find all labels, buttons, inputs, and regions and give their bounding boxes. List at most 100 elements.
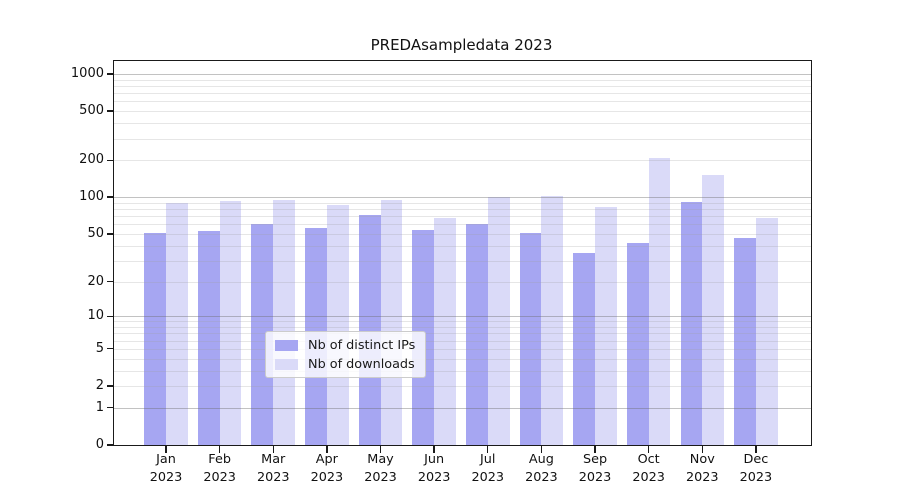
bar-downloads bbox=[166, 202, 188, 445]
y-axis-tick bbox=[107, 348, 114, 350]
gridline-minor bbox=[114, 216, 811, 218]
x-axis-tick bbox=[326, 445, 328, 453]
gridline-minor bbox=[114, 202, 811, 204]
x-axis-tick bbox=[165, 445, 167, 453]
x-label-year: 2023 bbox=[471, 470, 505, 485]
bar-distinct-ips bbox=[519, 232, 542, 445]
bar-downloads bbox=[487, 196, 510, 445]
y-axis-tick-label: 2 bbox=[95, 378, 104, 393]
y-axis-tick bbox=[107, 280, 114, 283]
y-axis-tick-label: 200 bbox=[79, 152, 104, 168]
x-label-year: 2023 bbox=[578, 470, 612, 485]
gridline-minor bbox=[114, 93, 811, 95]
bar-distinct-ips bbox=[144, 232, 166, 445]
x-axis-tick bbox=[540, 445, 543, 453]
y-axis-tick-label: 1000 bbox=[70, 66, 104, 82]
y-axis-tick-label: 50 bbox=[87, 225, 104, 241]
legend-item: Nb of distinct IPs bbox=[275, 337, 415, 353]
gridline-minor bbox=[114, 281, 811, 283]
y-axis-tick bbox=[107, 315, 114, 317]
x-axis-tick-label: Jun 2023 bbox=[404, 451, 464, 487]
bar-distinct-ips bbox=[465, 224, 488, 445]
x-label-month: Apr bbox=[315, 452, 338, 467]
x-axis-tick-label: Mar 2023 bbox=[243, 451, 303, 487]
legend: Nb of distinct IPs Nb of downloads bbox=[265, 331, 427, 378]
y-axis-tick-label: 500 bbox=[79, 103, 104, 119]
gridline-minor bbox=[114, 160, 811, 162]
y-axis-tick bbox=[107, 444, 114, 446]
gridline-major bbox=[114, 316, 811, 318]
gridline-minor bbox=[114, 86, 811, 87]
bar-downloads bbox=[595, 207, 617, 445]
y-axis-tick-label: 100 bbox=[79, 189, 104, 205]
x-axis-tick-label: Oct 2023 bbox=[619, 451, 679, 487]
gridline-minor bbox=[114, 209, 811, 211]
y-axis-tick bbox=[107, 196, 114, 198]
x-axis-tick bbox=[755, 445, 757, 453]
x-axis-tick-label: Jul 2023 bbox=[458, 451, 518, 487]
legend-swatch-distinct-ips bbox=[275, 339, 298, 351]
gridline-minor bbox=[114, 327, 811, 329]
y-axis-tick bbox=[107, 73, 114, 75]
y-axis-tick-label: 0 bbox=[95, 437, 104, 452]
gridline-minor bbox=[114, 101, 811, 103]
bar-downloads bbox=[380, 199, 403, 445]
legend-swatch-downloads bbox=[275, 358, 298, 370]
gridline-minor bbox=[114, 123, 811, 125]
x-label-year: 2023 bbox=[256, 470, 290, 485]
y-axis-tick bbox=[107, 407, 114, 409]
x-label-year: 2023 bbox=[525, 470, 558, 485]
bar-distinct-ips bbox=[734, 238, 756, 445]
x-label-month: Mar bbox=[261, 452, 286, 467]
gridline-minor bbox=[114, 245, 811, 247]
legend-label: Nb of distinct IPs bbox=[308, 337, 416, 353]
gridline-minor bbox=[114, 370, 811, 372]
gridline-minor bbox=[114, 233, 811, 235]
gridline-minor bbox=[114, 333, 811, 335]
x-axis-tick-label: May 2023 bbox=[351, 451, 411, 487]
plot-area: 1000 500 200 100 50 20 10 5 2 1 0 Jan 2023 Feb 2023 Mar… bbox=[71, 60, 812, 485]
gridline-minor bbox=[114, 111, 811, 113]
x-label-month: Sep bbox=[582, 452, 608, 467]
chart-title: PREDAsampledata 2023 bbox=[370, 36, 553, 54]
gridline-minor bbox=[114, 224, 811, 226]
gridline-minor bbox=[114, 321, 811, 323]
y-axis-tick-label: 1 bbox=[95, 399, 104, 415]
gridline-major bbox=[114, 74, 811, 76]
x-label-month: Aug bbox=[528, 452, 554, 467]
x-label-month: Feb bbox=[208, 452, 231, 467]
x-label-year: 2023 bbox=[364, 470, 397, 485]
x-axis-tick-label: Sep 2023 bbox=[565, 451, 625, 487]
y-axis-tick bbox=[107, 159, 114, 161]
x-label-year: 2023 bbox=[417, 470, 451, 485]
gridline-major bbox=[114, 407, 811, 409]
x-label-month: May bbox=[367, 452, 394, 467]
x-label-year: 2023 bbox=[203, 470, 236, 485]
x-label-year: 2023 bbox=[632, 470, 665, 485]
x-axis-tick bbox=[218, 445, 221, 453]
gridline-minor bbox=[114, 79, 811, 81]
bar-downloads bbox=[648, 158, 671, 445]
x-label-year: 2023 bbox=[149, 470, 183, 485]
x-axis-tick bbox=[433, 445, 435, 453]
bar-distinct-ips bbox=[251, 224, 274, 445]
x-axis-tick bbox=[594, 445, 596, 453]
gridline-minor bbox=[114, 386, 811, 387]
bar-distinct-ips bbox=[626, 243, 649, 445]
gridline-minor bbox=[114, 358, 811, 360]
x-label-month: Nov bbox=[689, 452, 715, 467]
x-axis-tick bbox=[701, 445, 703, 453]
x-axis-tick-label: Nov 2023 bbox=[672, 451, 732, 487]
bar-distinct-ips bbox=[358, 214, 381, 445]
x-axis-tick bbox=[272, 445, 274, 453]
bar-distinct-ips bbox=[680, 202, 703, 445]
gridline-minor bbox=[114, 138, 811, 140]
bar-downloads bbox=[541, 195, 564, 445]
x-label-month: Jan bbox=[156, 452, 176, 467]
x-axis-tick bbox=[487, 445, 489, 453]
y-axis-tick bbox=[107, 385, 114, 387]
x-label-month: Jun bbox=[424, 452, 445, 467]
bar-distinct-ips bbox=[197, 230, 220, 445]
y-axis-tick-label: 10 bbox=[87, 308, 104, 324]
